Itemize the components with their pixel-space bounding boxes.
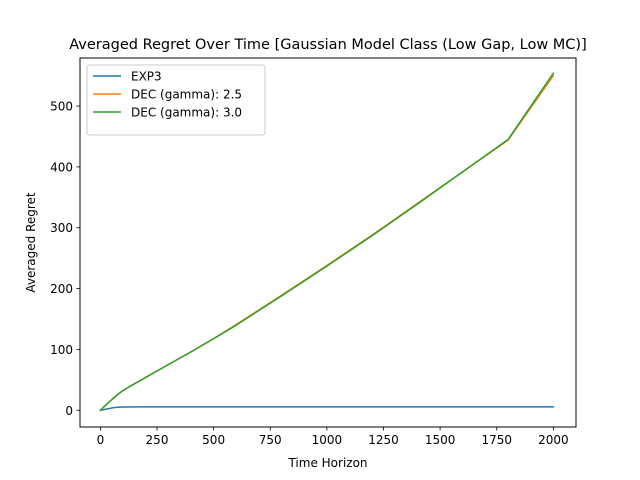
y-axis-label: Averaged Regret [24,192,38,293]
y-tick-label: 300 [50,221,73,235]
x-tick-label: 500 [202,433,225,447]
x-tick-label: 1000 [312,433,343,447]
y-tick-label: 100 [50,343,73,357]
y-axis-ticks: 0 100 200 300 400 500 [50,100,80,418]
x-tick-label: 1500 [425,433,456,447]
x-tick-label: 2000 [538,433,569,447]
legend-box [86,64,266,136]
chart-title: Averaged Regret Over Time [Gaussian Mode… [69,37,587,53]
y-tick-label: 0 [65,404,73,418]
series-line-3 [99,72,555,412]
legend-label-1: EXP3 [131,70,162,84]
y-tick-label: 200 [50,282,73,296]
plot-lines [99,72,555,412]
y-tick-label: 400 [50,160,73,174]
x-axis-ticks: 0 250 500 750 1000 1250 1500 1750 2000 [97,427,569,447]
plot-frame [79,57,577,428]
x-tick-label: 250 [146,433,169,447]
x-tick-label: 1250 [368,433,399,447]
x-tick-label: 0 [97,433,105,447]
x-tick-label: 1750 [481,433,512,447]
legend-label-2: DEC (gamma): 2.5 [131,88,242,102]
y-tick-label: 500 [50,100,73,114]
series-line-1 [99,406,555,412]
legend-label-3: DEC (gamma): 3.0 [131,106,242,120]
x-tick-label: 750 [259,433,282,447]
x-axis-label: Time Horizon [287,456,367,470]
legend: EXP3 DEC (gamma): 2.5 DEC (gamma): 3.0 [86,64,266,136]
